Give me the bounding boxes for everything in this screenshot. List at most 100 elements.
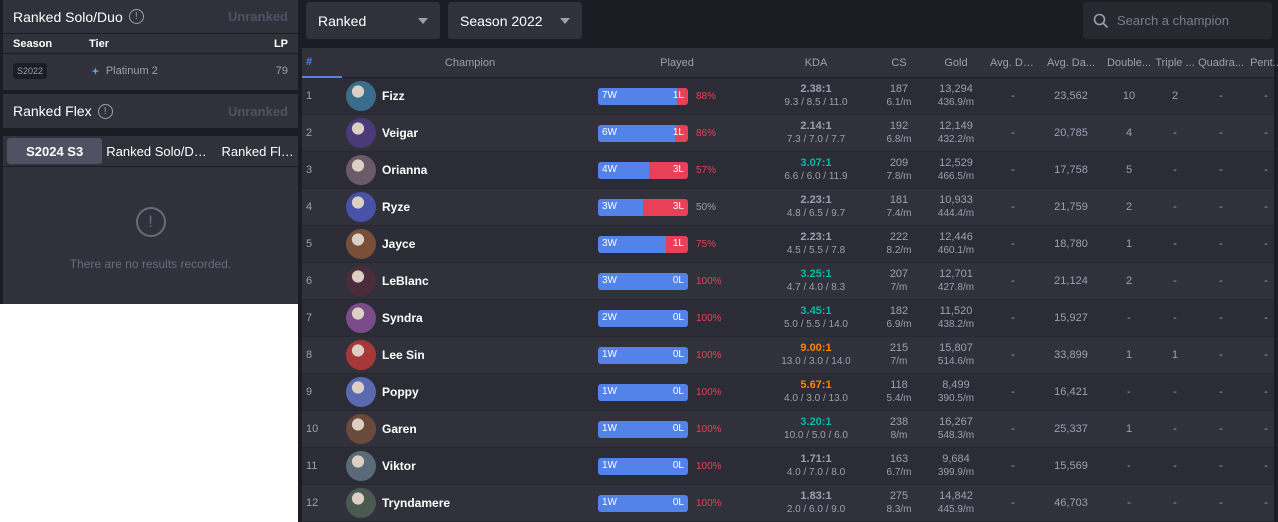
info-icon[interactable]: ! [128,9,144,24]
triple-kill-cell: - [1173,497,1177,509]
wins-label: 1W [602,385,617,397]
cs-per-min: 6.8/m [886,134,912,145]
champion-cell[interactable]: Veigar [342,118,598,148]
winrate-bar: 1W 0L [598,383,688,401]
champion-cell[interactable]: Lee Sin [342,340,598,370]
kda-ratio: 5.67:1 [800,379,832,391]
table-row[interactable]: 7 Syndra 2W 0L 100% 3.45:1 5.0 / 5.5 / 1… [302,300,1274,337]
table-row[interactable]: 12 Tryndamere 1W 0L 100% 1.83:1 2.0 / 6.… [302,485,1274,522]
penta-kill-header[interactable]: Pent... [1250,56,1278,69]
played-header[interactable]: Played [660,56,694,69]
gold-cell: 10,933 444.4/m [922,194,990,220]
cs-cell: 182 6.9/m [876,305,922,331]
winrate-value: 88% [696,90,717,102]
kda-line: 4.0 / 7.0 / 8.0 [786,467,846,478]
avg-damage-taken-header[interactable]: Avg. Da... [990,56,1036,69]
champion-search[interactable] [1083,2,1272,39]
kda-ratio: 3.45:1 [800,305,832,317]
double-kill-cell: 2 [1125,275,1133,287]
ranked-flex-status: Unranked [228,103,288,119]
kda-cell: 2.23:1 4.8 / 6.5 / 9.7 [756,194,876,220]
triple-kill-header[interactable]: Triple ... [1155,56,1195,69]
wins-label: 3W [602,237,617,249]
quadra-kill-header[interactable]: Quadra... [1198,56,1244,69]
champion-cell[interactable]: Fizz [342,81,598,111]
double-kill-cell: 2 [1125,201,1133,213]
champion-avatar [346,303,376,333]
lp-column-label: LP [273,37,288,50]
table-row[interactable]: 9 Poppy 1W 0L 100% 5.67:1 4.0 / 3.0 / 13… [302,374,1274,411]
table-row[interactable]: 2 Veigar 6W 1L 86% 2.14:1 7.3 / 7.0 / 7.… [302,115,1274,152]
double-kill-header[interactable]: Double... [1106,56,1152,69]
cs-value: 222 [889,231,909,243]
season-column-label: Season [13,37,53,50]
champion-cell[interactable]: Ryze [342,192,598,222]
chevron-down-icon [560,17,570,24]
info-icon[interactable]: ! [97,103,113,119]
kda-cell: 1.83:1 2.0 / 6.0 / 9.0 [756,490,876,516]
champion-cell[interactable]: LeBlanc [342,266,598,296]
winrate-bar: 1W 0L [598,346,688,364]
champion-avatar [346,414,376,444]
champion-avatar [346,451,376,481]
double-kill-cell: - [1127,386,1131,398]
ranked-flex-panel: Ranked Flex ! Unranked [3,94,298,128]
rank-header[interactable]: # [302,48,342,78]
platinum-tier-icon: 🟅 [91,65,100,78]
stats-toolbar: Ranked Season 2022 [298,0,1278,46]
double-kill-cell: 1 [1125,349,1133,361]
season-dropdown[interactable]: Season 2022 [448,2,582,39]
kda-cell: 3.45:1 5.0 / 5.5 / 14.0 [756,305,876,331]
winrate-value: 100% [696,312,722,324]
champion-cell[interactable]: Orianna [342,155,598,185]
cs-header[interactable]: CS [891,56,907,69]
champion-cell[interactable]: Viktor [342,451,598,481]
gold-header[interactable]: Gold [944,56,968,69]
table-row[interactable]: 4 Ryze 3W 3L 50% 2.23:1 4.8 / 6.5 / 9.7 … [302,189,1274,226]
played-cell: 4W 3L 57% [598,161,756,179]
table-row[interactable]: 1 Fizz 7W 1L 88% 2.38:1 9.3 / 8.5 / 11.0… [302,78,1274,115]
champion-avatar [346,192,376,222]
tab-ranked-solo-duo[interactable]: Ranked Solo/Duo [106,143,208,159]
avg-damage-dealt-header[interactable]: Avg. Da... [1046,56,1096,69]
gold-value: 15,807 [939,342,973,354]
gold-per-min: 548.3/m [937,430,975,441]
played-cell: 1W 0L 100% [598,420,756,438]
champion-cell[interactable]: Poppy [342,377,598,407]
champion-cell[interactable]: Tryndamere [342,488,598,518]
champion-header[interactable]: Champion [444,56,496,69]
chevron-down-icon [418,17,428,24]
queue-dropdown[interactable]: Ranked [306,2,440,39]
kda-ratio: 2.14:1 [800,120,832,132]
table-row[interactable]: 5 Jayce 3W 1L 75% 2.23:1 4.5 / 5.5 / 7.8… [302,226,1274,263]
tab-s2024-s3[interactable]: S2024 S3 [7,138,103,164]
played-cell: 1W 0L 100% [598,494,756,512]
table-row[interactable]: 6 LeBlanc 3W 0L 100% 3.25:1 4.7 / 4.0 / … [302,263,1274,300]
table-row[interactable]: 11 Viktor 1W 0L 100% 1.71:1 4.0 / 7.0 / … [302,448,1274,485]
penta-kill-cell: - [1264,497,1268,509]
champion-cell[interactable]: Garen [342,414,598,444]
avg-damage-taken-cell: - [1011,349,1015,361]
avg-damage-dealt-cell: 21,759 [1054,201,1088,213]
gold-per-min: 399.9/m [937,467,975,478]
cs-value: 215 [889,342,909,354]
gold-per-min: 432.2/m [937,134,975,145]
champion-cell[interactable]: Jayce [342,229,598,259]
table-row[interactable]: 10 Garen 1W 0L 100% 3.20:1 10.0 / 5.0 / … [302,411,1274,448]
table-row[interactable]: 3 Orianna 4W 3L 57% 3.07:1 6.6 / 6.0 / 1… [302,152,1274,189]
kda-header[interactable]: KDA [804,56,828,69]
kda-cell: 5.67:1 4.0 / 3.0 / 13.0 [756,379,876,405]
search-input[interactable] [1117,13,1257,28]
gold-per-min: 466.5/m [937,171,975,182]
rank-cell: 10 [306,423,319,435]
triple-kill-cell: - [1173,275,1177,287]
champion-cell[interactable]: Syndra [342,303,598,333]
wins-label: 6W [602,126,617,138]
champion-name: Ryze [382,200,411,214]
cs-cell: 192 6.8/m [876,120,922,146]
empty-message: There are no results recorded. [69,257,232,271]
table-row[interactable]: 8 Lee Sin 1W 0L 100% 9.00:1 13.0 / 3.0 /… [302,337,1274,374]
tab-ranked-flex[interactable]: Ranked Flex [221,143,294,159]
kda-cell: 3.20:1 10.0 / 5.0 / 6.0 [756,416,876,442]
winrate-bar: 4W 3L [598,161,688,179]
